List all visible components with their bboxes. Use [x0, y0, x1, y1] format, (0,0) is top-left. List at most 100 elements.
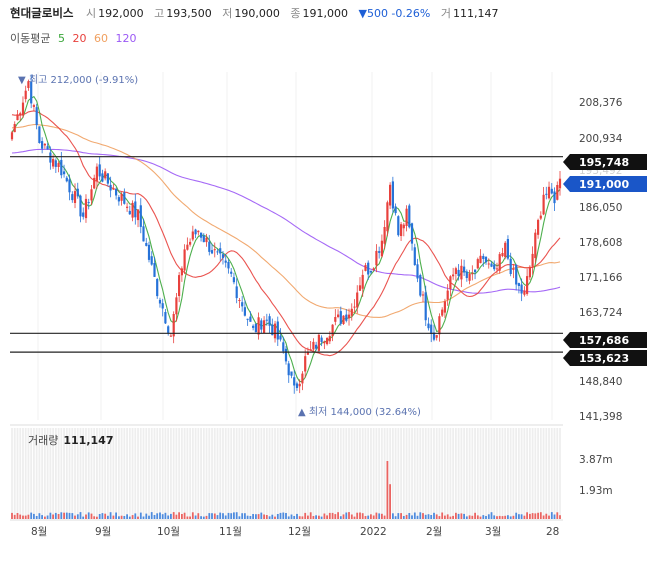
- volume-bar: [400, 513, 402, 519]
- price-tick: 178,608: [579, 237, 622, 249]
- volume-bar: [320, 516, 323, 519]
- x-label: 8월: [31, 526, 47, 538]
- candle-body: [454, 268, 457, 274]
- volume-bar: [419, 512, 422, 519]
- volume-bar: [348, 512, 350, 519]
- candle-body: [123, 192, 126, 204]
- candle-body: [131, 202, 134, 218]
- volume-bar: [438, 516, 441, 519]
- line-tag-195748[interactable]: 195,748: [563, 154, 647, 170]
- ma-120[interactable]: 120: [115, 32, 137, 45]
- volume-bar: [372, 515, 375, 519]
- candle-body: [180, 268, 183, 276]
- candle-body: [241, 302, 244, 307]
- candle-body: [10, 132, 14, 140]
- volume-bar: [293, 516, 296, 519]
- volume-bar: [296, 513, 298, 519]
- volume-bar: [331, 512, 334, 519]
- volume-bar: [38, 513, 41, 519]
- volume-bar: [197, 513, 200, 519]
- volume-bar: [287, 516, 290, 519]
- candle-body: [306, 352, 309, 355]
- volume-bar: [474, 512, 476, 519]
- candle-body: [435, 335, 438, 338]
- horizontal-lines[interactable]: [10, 156, 563, 353]
- candle-body: [238, 300, 241, 301]
- candle-body: [117, 197, 120, 202]
- candle-body: [304, 356, 307, 372]
- volume-bar: [172, 512, 175, 519]
- candle-body: [249, 316, 252, 322]
- candle-body: [71, 194, 74, 201]
- candle-body: [46, 146, 49, 150]
- volume-bar: [120, 515, 123, 519]
- candle-body: [191, 231, 194, 240]
- volume-bar: [145, 513, 148, 519]
- candle-body: [161, 303, 164, 309]
- candle-body: [41, 141, 44, 149]
- volume-bar: [227, 512, 230, 519]
- moving-average-legend[interactable]: 이동평균 5 20 60 120: [10, 31, 140, 47]
- volume-bar: [534, 513, 537, 519]
- candle-body: [136, 209, 140, 221]
- volume-bar: [424, 514, 427, 519]
- candle-body: [189, 241, 192, 245]
- candle-body: [38, 126, 41, 143]
- candle-body: [558, 178, 562, 189]
- price-tick: 163,724: [579, 307, 623, 319]
- volume-bar: [263, 514, 265, 519]
- volume-bar: [427, 514, 430, 519]
- candle-body: [93, 177, 96, 189]
- line-tag-157686[interactable]: 157,686: [563, 332, 647, 348]
- candle-body: [550, 188, 553, 194]
- volume-bar: [148, 515, 150, 519]
- volume-bar: [274, 516, 276, 519]
- candle-body: [90, 189, 93, 201]
- volume-bar: [186, 516, 189, 519]
- ma-20[interactable]: 20: [72, 32, 87, 45]
- candle-body: [54, 160, 57, 167]
- ma5-line: [11, 95, 561, 383]
- candle-body: [400, 224, 403, 236]
- candle-body: [441, 309, 444, 316]
- volume-bar: [498, 515, 501, 519]
- volume-bar: [24, 515, 27, 519]
- candle-body: [202, 235, 205, 243]
- volume-bar: [139, 512, 142, 519]
- candle-body: [504, 242, 507, 257]
- change-value: ▼500 -0.26%: [358, 7, 431, 20]
- volume-bar: [175, 514, 178, 519]
- candle-body: [457, 269, 460, 276]
- price-tick: 208,376: [579, 97, 623, 109]
- volume-bar: [361, 513, 364, 519]
- line-tag-153623[interactable]: 153,623: [563, 350, 647, 366]
- volume-bar: [542, 515, 545, 519]
- volume-bar: [411, 515, 413, 519]
- candle-body: [178, 275, 181, 296]
- candle-body: [208, 241, 211, 252]
- candle-body: [416, 264, 419, 279]
- candle-body: [76, 188, 79, 197]
- volume-bar: [211, 513, 213, 519]
- ma-60[interactable]: 60: [93, 32, 108, 45]
- volume-bar: [107, 515, 109, 519]
- candle-body: [293, 377, 296, 386]
- ma-5[interactable]: 5: [57, 32, 65, 45]
- candle-body: [252, 325, 255, 328]
- candle-body: [87, 202, 90, 204]
- volume-bar: [230, 513, 233, 519]
- line-tag-label: 195,748: [579, 156, 629, 169]
- ma-label: 이동평균: [10, 32, 51, 45]
- volume-bar: [200, 516, 202, 519]
- volume-bar: [479, 516, 482, 519]
- candle-body: [169, 335, 172, 337]
- volume-bar: [156, 513, 159, 519]
- candle-body: [287, 363, 290, 376]
- volume-bar: [548, 515, 550, 519]
- volume-bar: [501, 516, 504, 519]
- candle-body: [430, 324, 433, 334]
- candle-body: [413, 247, 416, 265]
- volume-bar: [260, 512, 263, 519]
- x-label: 12월: [288, 526, 311, 538]
